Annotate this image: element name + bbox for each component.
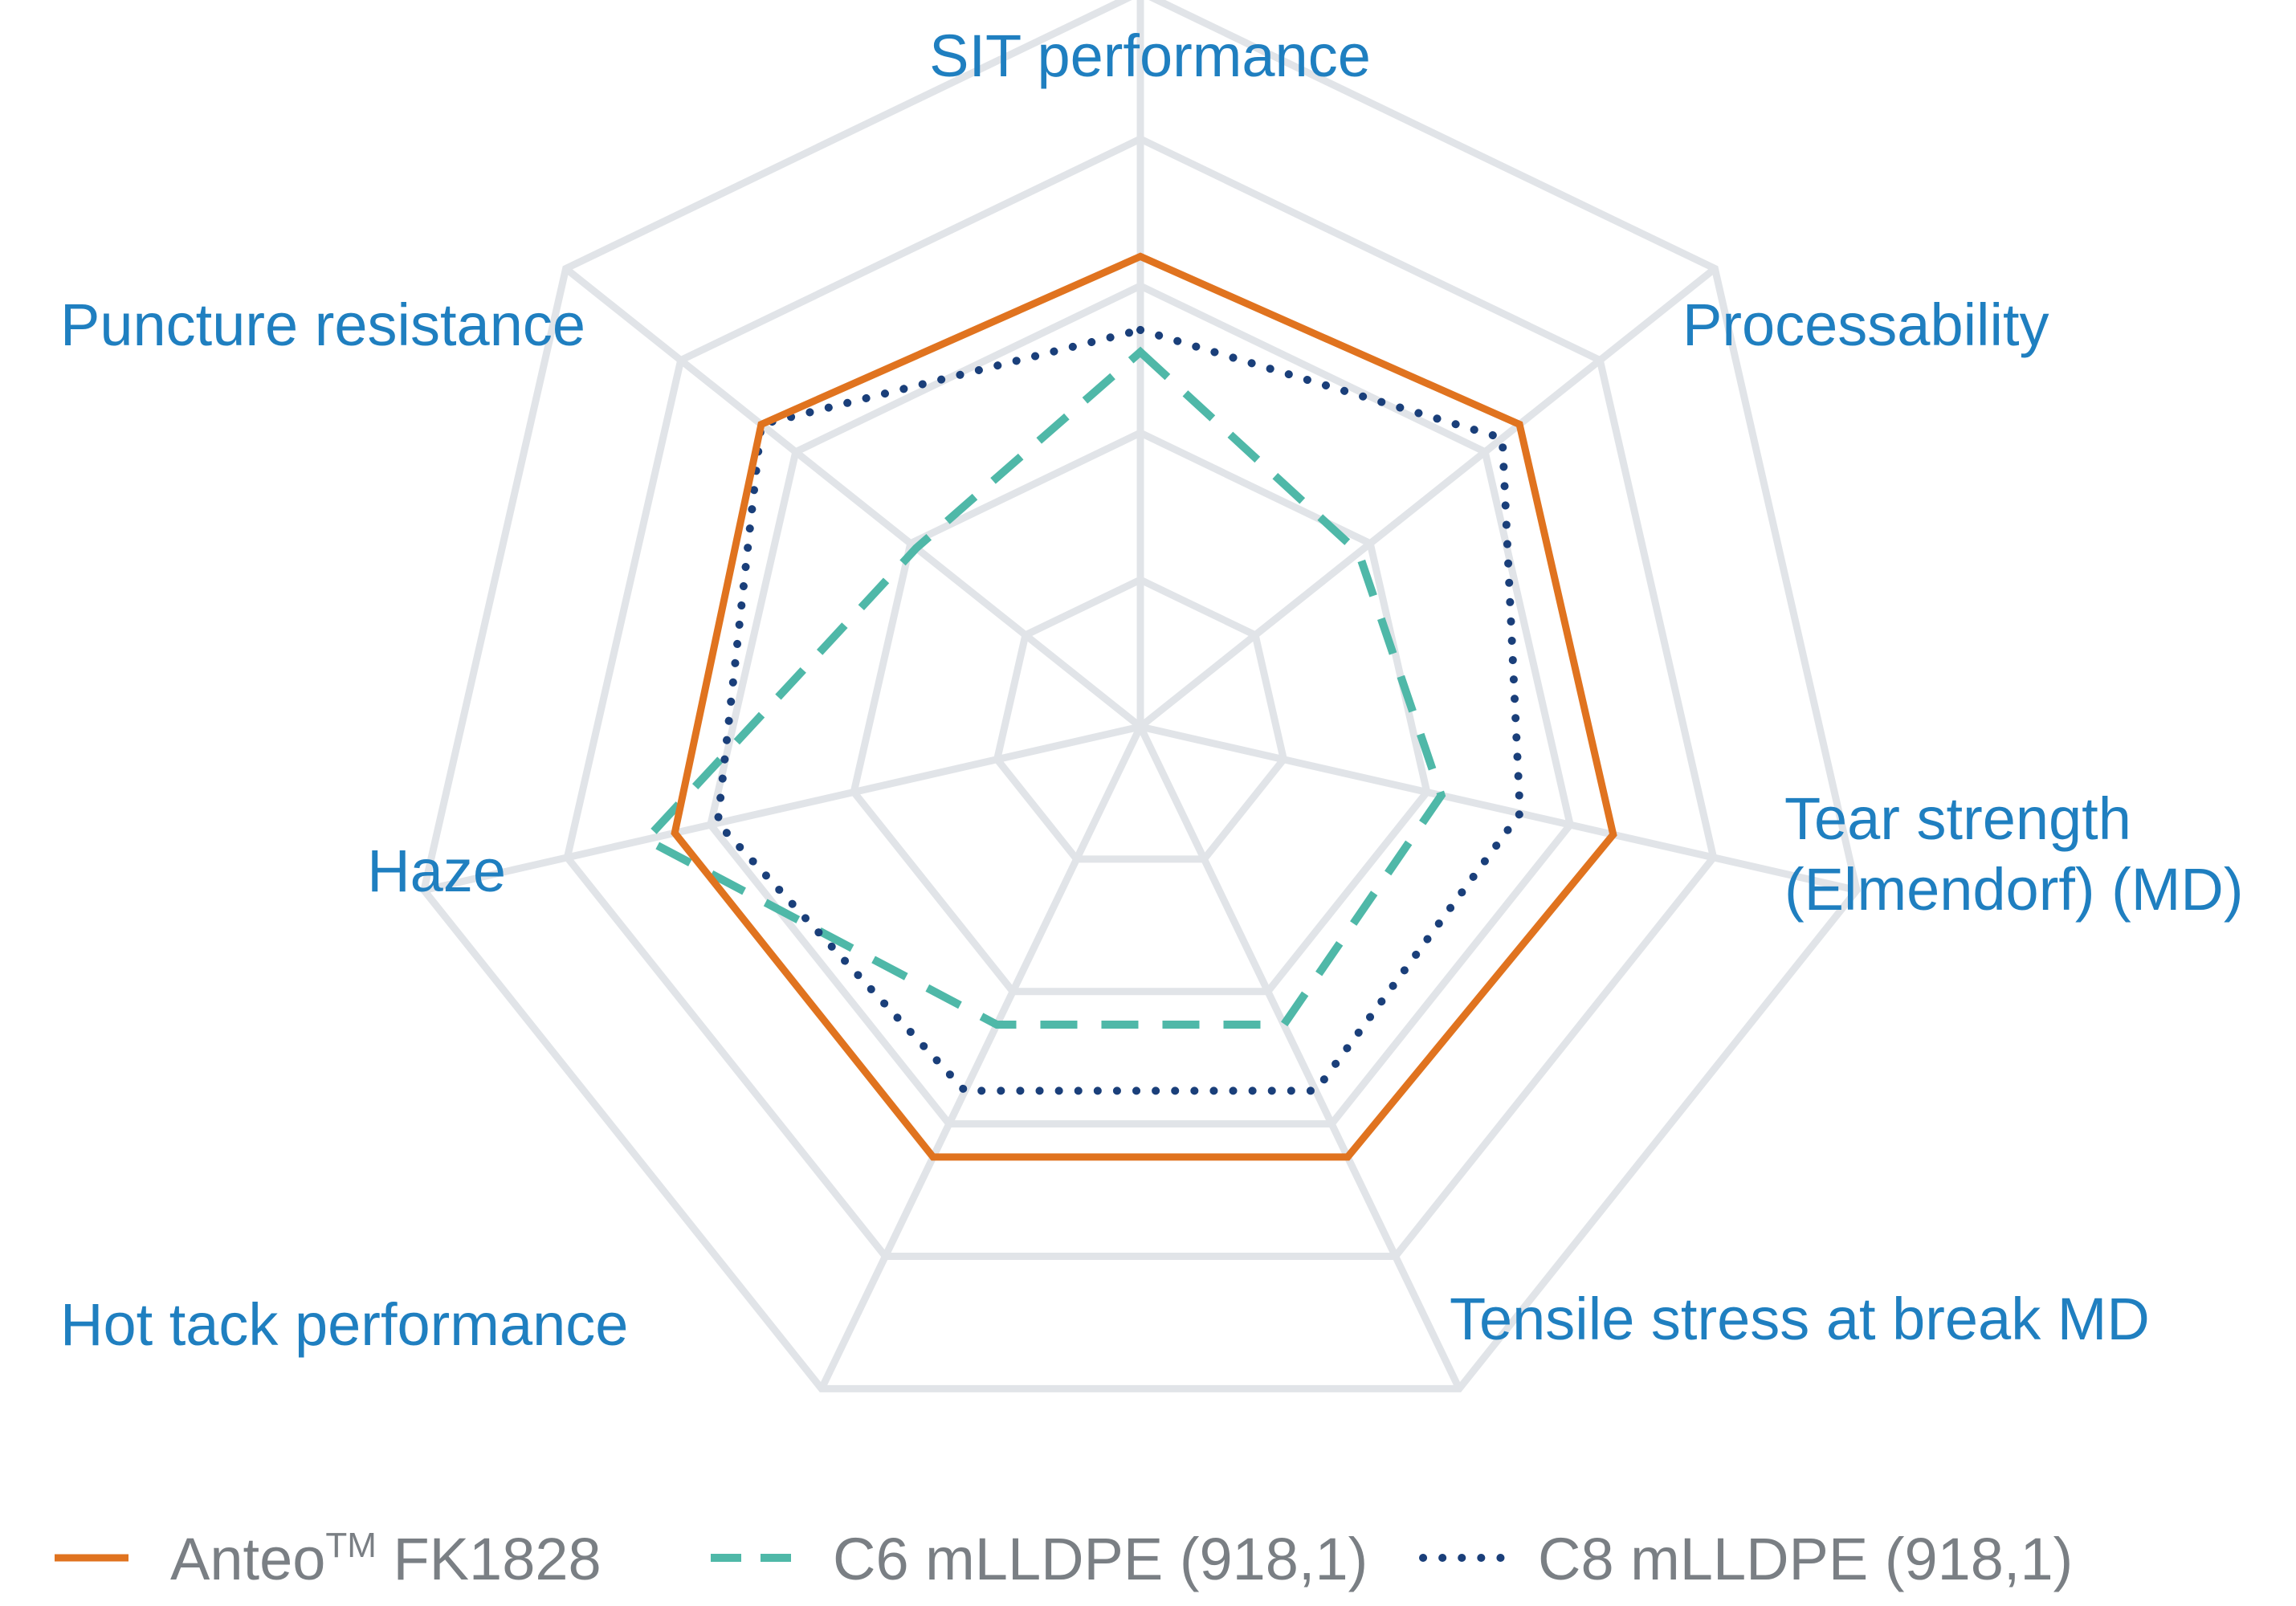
legend: AnteoTM FK1828 C6 mLLDPE (918,1) C8 mLLDPE… [55,1526,2073,1592]
grid-ring [563,135,1718,1260]
axis-label: SIT performance [929,22,1371,89]
axis-spoke [422,723,1142,894]
axis-spoke [1138,265,1718,730]
axis-label: Tensile stress at break MD [1450,1286,2150,1352]
legend-label: C6 mLLDPE (918,1) [833,1526,1368,1592]
series-line-3 [713,325,1524,1095]
grid-ring [706,282,1575,1128]
legend-label: AnteoTM FK1828 [170,1526,602,1592]
grid-ring [420,0,1861,1392]
axis-spoke [818,725,1144,1391]
axis-label: Hot tack performance [60,1291,628,1358]
axis-spoke [1136,725,1463,1391]
grid-ring [850,429,1431,996]
axis-label: Puncture resistance [60,291,585,358]
radar-grid [420,0,1861,1392]
axis-spoke [1139,723,1858,894]
grid-ring [993,576,1288,863]
axis-labels: SIT performance Processability Tear streng… [60,22,2243,1358]
axis-label: Processability [1682,291,2049,358]
axis-label: Tear strength (Elmendorf) (MD) [1784,785,2243,923]
legend-label: C8 mLLDPE (918,1) [1538,1526,2073,1592]
axis-spoke [563,265,1143,730]
radar-series [639,252,1617,1161]
series-line-1 [671,252,1617,1161]
series-line-2 [639,346,1446,1029]
axis-label: Haze [367,838,506,904]
